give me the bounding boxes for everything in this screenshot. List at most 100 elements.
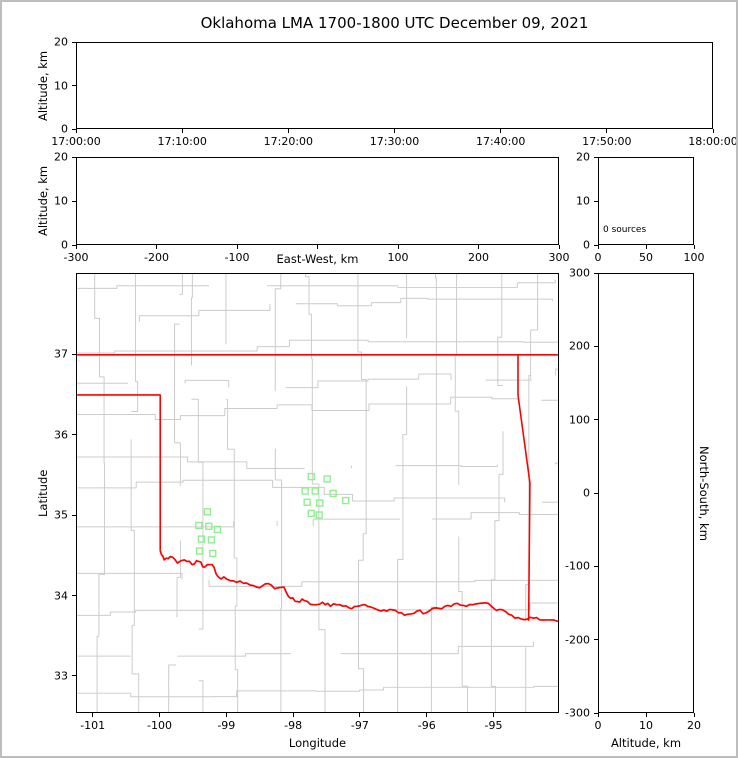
x-tick-mark [225, 713, 227, 717]
east-west-height-panel [76, 157, 559, 245]
y-tick-label: 300 [569, 266, 590, 280]
y-tick-mark [72, 434, 76, 436]
lma-station-marker [205, 522, 213, 530]
y-tick-mark [594, 345, 598, 347]
x-tick-mark [287, 129, 289, 133]
x-tick-label: 0 [594, 719, 602, 732]
x-tick-mark [597, 245, 599, 249]
y-tick-label: 20 [576, 150, 590, 164]
y-tick-mark [594, 565, 598, 567]
lma-station-marker [303, 498, 311, 506]
lma-station-marker [209, 549, 217, 558]
y-tick-label: 0 [61, 238, 68, 252]
y-tick-mark [72, 353, 76, 355]
x-tick-mark [292, 713, 294, 717]
x-tick-label: 300 [548, 251, 570, 264]
county-boundaries [77, 274, 558, 712]
x-tick-label: -101 [80, 719, 106, 732]
y-tick-mark [72, 41, 76, 43]
x-tick-label: -96 [417, 719, 436, 732]
y-tick-label: -200 [565, 633, 590, 647]
x-tick-label: 17:50:00 [582, 135, 632, 148]
y-tick-mark [72, 244, 76, 246]
y-tick-mark [594, 244, 598, 246]
map-xlabel: Longitude [288, 736, 347, 750]
x-tick-mark [645, 713, 647, 717]
y-tick-mark [72, 200, 76, 202]
y-tick-label: 10 [576, 194, 590, 208]
map-ylabel: Latitude [36, 469, 50, 517]
lma-station-marker [301, 487, 309, 495]
red-river-border [159, 550, 558, 623]
x-tick-mark [317, 245, 318, 249]
y-tick-label: 33 [54, 669, 68, 683]
x-tick-label: 17:30:00 [369, 135, 420, 148]
x-tick-mark [159, 713, 160, 717]
y-tick-label: -100 [565, 559, 590, 573]
x-tick-mark [500, 129, 502, 133]
figure-title: Oklahoma LMA 1700-1800 UTC December 09, … [200, 14, 589, 32]
ns-panel-xlabel: Altitude, km [610, 736, 682, 750]
x-tick-label: 20 [687, 719, 701, 732]
x-tick-label: 17:10:00 [157, 135, 207, 148]
y-tick-label: 35 [54, 508, 68, 522]
ew-panel-xlabel: East-West, km [276, 252, 359, 266]
y-tick-label: 20 [54, 35, 68, 49]
y-tick-mark [72, 675, 76, 677]
x-tick-label: 17:20:00 [263, 135, 314, 148]
lma-station-marker [307, 472, 315, 481]
lma-station-marker [329, 489, 337, 498]
x-tick-mark [693, 713, 695, 717]
state-border-lines [77, 354, 558, 621]
y-tick-mark [72, 595, 76, 597]
plan-view-map-panel [76, 273, 559, 713]
x-tick-mark [493, 713, 495, 717]
x-tick-mark [693, 245, 695, 249]
x-tick-mark [92, 713, 94, 717]
x-tick-label: 100 [387, 251, 409, 264]
x-tick-mark [397, 245, 399, 249]
x-tick-mark [75, 245, 77, 249]
y-tick-label: 100 [569, 413, 590, 427]
y-tick-mark [594, 200, 598, 202]
x-tick-label: -98 [284, 719, 303, 732]
y-tick-mark [594, 272, 598, 274]
y-tick-mark [72, 85, 76, 86]
lma-station-marker [203, 508, 212, 516]
x-tick-label: -97 [350, 719, 369, 732]
source-count-annotation: 0 sources [603, 225, 647, 235]
y-tick-label: 10 [54, 79, 68, 92]
x-tick-label: 0 [594, 251, 602, 264]
y-tick-mark [594, 156, 598, 158]
x-tick-label: 17:00:00 [51, 135, 101, 148]
x-tick-mark [156, 245, 157, 249]
lma-station-marker [323, 475, 331, 483]
y-tick-mark [72, 156, 76, 158]
source-histogram-panel: 0 sources [598, 157, 694, 245]
lma-station-marker [311, 487, 319, 495]
lma-station-marker [207, 536, 216, 544]
y-tick-label: 37 [54, 347, 68, 361]
y-tick-mark [594, 419, 598, 421]
lma-station-marker [195, 521, 203, 530]
lma-station-marker [315, 511, 323, 519]
x-tick-mark [75, 129, 77, 133]
x-tick-mark [645, 245, 647, 249]
y-tick-label: 10 [54, 194, 68, 208]
time-height-panel [76, 42, 713, 129]
north-south-height-panel [598, 273, 694, 713]
x-tick-label: -100 [147, 719, 172, 732]
lma-station-marker [342, 496, 350, 505]
y-tick-mark [72, 514, 76, 516]
x-tick-mark [478, 245, 479, 249]
y-tick-label: -300 [565, 706, 590, 720]
oklahoma-map [77, 274, 558, 712]
x-tick-mark [712, 129, 714, 133]
x-tick-mark [597, 713, 599, 717]
lma-station-marker [197, 535, 206, 543]
y-tick-mark [594, 712, 598, 714]
x-tick-label: 17:40:00 [475, 135, 526, 148]
x-tick-label: 10 [639, 719, 653, 732]
x-tick-mark [359, 713, 361, 717]
x-tick-label: -200 [144, 251, 169, 264]
